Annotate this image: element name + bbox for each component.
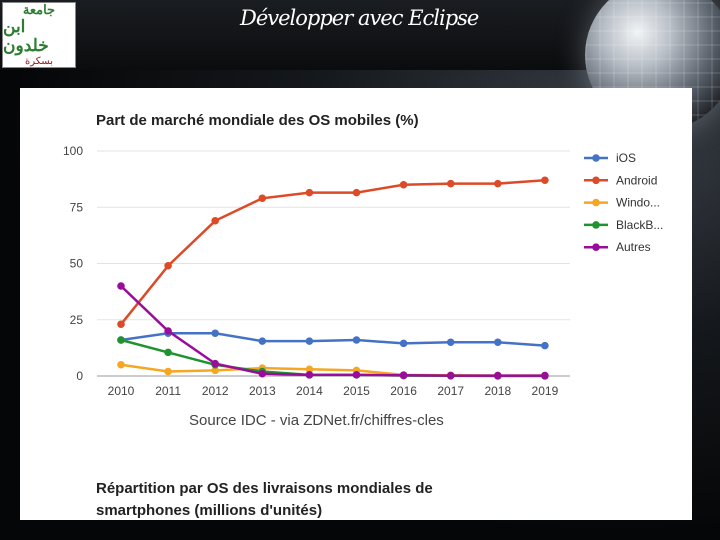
x-tick-label: 2018 xyxy=(484,384,511,398)
x-tick-label: 2011 xyxy=(155,384,181,398)
data-point xyxy=(399,339,408,348)
data-point xyxy=(258,337,267,345)
section-title-line-2: smartphones (millions d'unités) xyxy=(96,502,323,519)
slide-title: Développer avec Eclipse xyxy=(240,6,479,30)
data-point xyxy=(211,366,219,375)
series-line-ios xyxy=(120,332,545,347)
legend-label: BlackB... xyxy=(616,218,663,232)
x-tick-label: 2013 xyxy=(249,384,276,398)
data-point xyxy=(541,176,549,185)
data-point xyxy=(541,341,549,350)
data-point xyxy=(494,338,502,347)
data-point xyxy=(399,371,408,380)
y-tick-label: 0 xyxy=(76,369,83,383)
legend-label: Autres xyxy=(616,240,651,254)
data-point xyxy=(446,179,455,188)
university-logo: جامعة ابن خلدون بسكرة xyxy=(2,2,76,68)
data-point xyxy=(164,348,172,357)
data-point xyxy=(117,320,125,329)
data-point xyxy=(258,194,267,203)
data-point xyxy=(164,261,172,270)
x-tick-label: 2014 xyxy=(296,384,323,398)
logo-line-3: بسكرة xyxy=(25,55,53,67)
data-point xyxy=(494,371,502,380)
chart-title: Part de marché mondiale des OS mobiles (… xyxy=(96,112,419,129)
data-point xyxy=(164,327,172,335)
logo-line-2: ابن خلدون xyxy=(3,16,49,56)
data-point xyxy=(211,329,219,338)
series-line-autres xyxy=(120,285,545,377)
legend-swatch-dot xyxy=(592,243,600,251)
y-tick-label: 50 xyxy=(70,257,84,271)
x-tick-label: 2015 xyxy=(343,384,370,398)
data-point xyxy=(305,337,314,345)
data-point xyxy=(541,371,549,380)
x-tick-label: 2017 xyxy=(437,384,464,398)
content-panel xyxy=(20,88,692,520)
legend-swatch-dot xyxy=(592,221,600,229)
data-point xyxy=(305,371,314,379)
x-tick-label: 2010 xyxy=(108,384,135,398)
legend-swatch-dot xyxy=(592,154,600,162)
y-tick-label: 75 xyxy=(70,200,84,214)
data-point xyxy=(352,188,361,197)
data-point xyxy=(446,338,455,347)
section-title-line-1: Répartition par OS des livraisons mondia… xyxy=(96,480,433,497)
data-point xyxy=(399,180,408,189)
data-point xyxy=(446,371,455,380)
legend-label: Android xyxy=(616,173,657,187)
data-point xyxy=(305,188,314,197)
logo-line-1: جامعة xyxy=(22,2,56,18)
legend-label: iOS xyxy=(616,151,636,165)
legend-swatch-dot xyxy=(592,176,600,185)
data-point xyxy=(117,360,125,369)
y-tick-label: 25 xyxy=(70,313,84,327)
x-tick-label: 2016 xyxy=(390,384,417,398)
y-tick-label: 100 xyxy=(63,144,83,158)
data-point xyxy=(305,365,314,374)
data-point xyxy=(352,336,361,344)
data-point xyxy=(494,179,502,188)
series-line-android xyxy=(120,179,545,326)
data-point xyxy=(352,371,361,379)
legend-label: Windo... xyxy=(616,196,660,210)
data-point xyxy=(258,369,267,378)
data-point xyxy=(117,336,125,344)
data-point xyxy=(117,282,125,290)
chart-source: Source IDC - via ZDNet.fr/chiffres-cles xyxy=(189,412,444,429)
x-tick-label: 2019 xyxy=(532,384,559,398)
legend-swatch-dot xyxy=(592,198,600,207)
section-title: Répartition par OS des livraisons mondia… xyxy=(96,478,433,522)
x-tick-label: 2012 xyxy=(202,384,229,398)
data-point xyxy=(211,359,219,368)
data-point xyxy=(211,216,219,225)
data-point xyxy=(164,367,172,376)
